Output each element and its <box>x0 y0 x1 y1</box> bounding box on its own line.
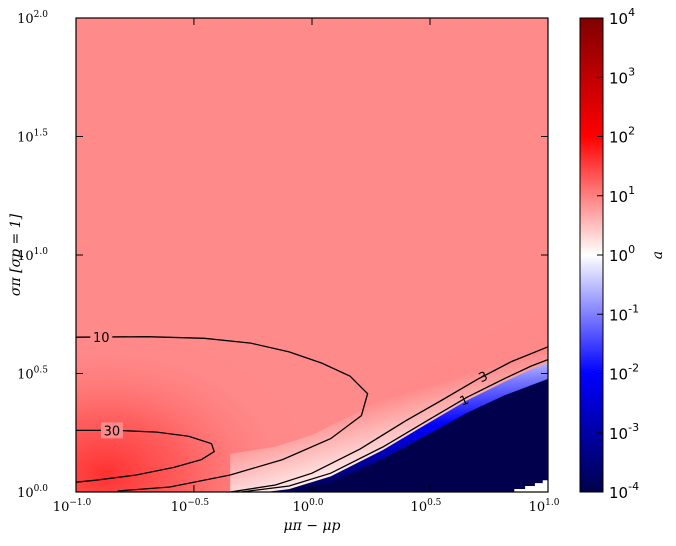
colorbar-tick-label: 104 <box>609 6 635 28</box>
y-tick-label: 100.5 <box>17 366 48 383</box>
colorbar-tick-label: 10-2 <box>609 362 639 384</box>
colorbar-tick-label: 10-3 <box>609 421 639 443</box>
colorbar-tick-label: 101 <box>609 184 635 206</box>
colorbar-tick-label: 102 <box>609 125 635 147</box>
x-tick-label: 10−1.0 <box>53 498 92 515</box>
colorbar-tick-label: 103 <box>609 65 635 87</box>
contour-label-30: 30 <box>104 424 121 439</box>
contour-line-1 <box>240 358 548 492</box>
heatmap-undefined-region <box>514 480 548 492</box>
colorbar-tick-label: 10-1 <box>609 302 639 324</box>
y-axis-label: σπ [σp = 1] <box>8 213 24 296</box>
contour-label-bg-30 <box>100 422 123 439</box>
heatmap-lowest-region <box>282 378 548 492</box>
contour-line-3 <box>230 346 548 492</box>
y-tick-label: 100.0 <box>17 484 48 501</box>
x-axis-label: μπ − μp <box>284 518 341 534</box>
x-tick-label: 101.0 <box>529 498 560 515</box>
contour-line-30 <box>76 429 215 483</box>
contour-lines <box>76 336 548 492</box>
contour-label-10: 10 <box>93 331 110 346</box>
colorbar-tick-label: 100 <box>609 243 635 265</box>
heatmap-field <box>76 18 548 492</box>
x-tick-label: 10−0.5 <box>171 498 210 515</box>
x-tick-label: 100.0 <box>293 498 324 515</box>
y-tick-label: 101.5 <box>17 129 48 146</box>
colorbar-tick-label: 10-4 <box>609 480 639 502</box>
colorbar-label: a <box>650 251 666 259</box>
contour-label-bg-10 <box>90 329 113 346</box>
colorbar-ticks: 104 103 102 101 100 10-1 10-2 10-3 10-4 <box>597 6 639 502</box>
y-tick-label: 102.0 <box>17 10 48 27</box>
contour-line-10 <box>76 336 369 492</box>
x-tick-label: 100.5 <box>411 498 442 515</box>
